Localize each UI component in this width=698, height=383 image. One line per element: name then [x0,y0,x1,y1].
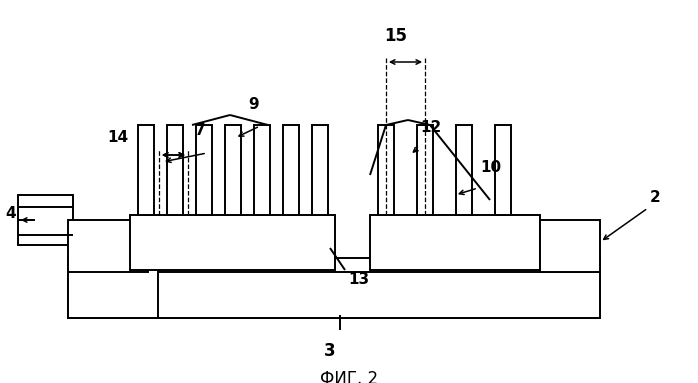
Bar [68,258,600,318]
Text: 13: 13 [348,272,369,287]
Bar [540,220,600,272]
Bar [130,215,335,270]
Bar [283,125,299,215]
Bar [138,125,154,215]
Bar [312,125,328,215]
Bar [456,125,472,215]
Text: 3: 3 [324,342,336,360]
Text: 15: 15 [385,27,408,45]
Bar [417,125,433,215]
Text: ФИГ. 2: ФИГ. 2 [320,370,378,383]
Bar [18,195,73,245]
Text: 12: 12 [420,120,441,135]
Bar [495,125,511,215]
Bar [68,258,158,318]
Bar [370,215,540,270]
Text: 14: 14 [107,130,128,145]
Text: 9: 9 [248,97,259,112]
Bar [196,125,212,215]
Bar [68,220,148,272]
Bar [225,125,241,215]
Bar [167,125,183,215]
Text: 2: 2 [650,190,661,206]
Text: 10: 10 [480,160,501,175]
Text: 4: 4 [5,206,15,221]
Bar [254,125,270,215]
Text: 7: 7 [195,123,206,138]
Bar [378,125,394,215]
Bar [68,272,600,318]
